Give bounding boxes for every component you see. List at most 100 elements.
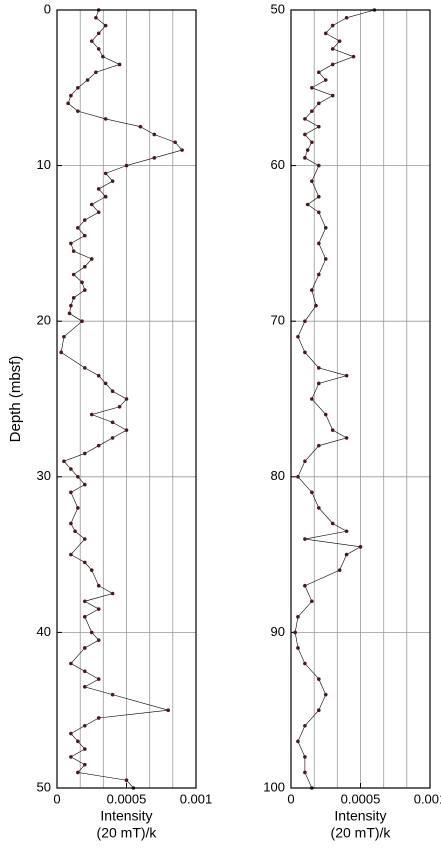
data-point [71,249,76,253]
data-point [71,272,76,277]
data-point [69,755,73,759]
data-point [83,560,87,565]
data-point [83,537,87,541]
data-point [317,366,321,370]
data-point [303,755,307,759]
data-point [83,747,87,751]
data-point [317,708,321,712]
data-point [110,692,115,697]
data-point [96,583,101,588]
data-point [89,630,94,635]
data-point [296,334,300,339]
data-point [103,171,108,176]
data-point [94,70,98,75]
data-point [76,506,80,510]
data-point [296,739,300,744]
y-tick-label: 30 [37,468,51,483]
data-line [60,9,183,789]
y-tick-label: 0 [44,1,51,16]
data-point [76,739,80,744]
plot-frame [56,9,197,789]
data-line [294,9,375,789]
data-point [124,778,129,783]
data-point [89,568,94,572]
data-point [76,770,80,775]
data-point [310,179,314,183]
y-tick-label: 50 [271,1,285,16]
data-point [124,163,129,168]
data-point [110,420,115,425]
data-point [296,475,300,479]
data-point [323,257,328,261]
data-point [67,311,72,316]
data-point [317,241,321,246]
x-tick-label: 0.001 [414,791,441,806]
data-point [344,436,349,440]
data-point [71,296,76,300]
data-point [152,156,157,160]
data-point [76,475,80,479]
data-point [110,389,115,394]
data-point [62,459,66,464]
data-point [83,723,87,728]
data-point [96,47,101,51]
data-point [317,506,321,510]
data-point [80,280,84,285]
data-point [69,731,73,736]
data-point [317,272,321,277]
data-point [117,62,122,67]
data-point [323,78,328,82]
data-point [76,86,80,90]
data-point [330,47,335,51]
data-point [330,62,335,67]
y-tick-label: 80 [271,468,285,483]
data-point [303,350,307,355]
data-point [303,583,307,588]
data-point [83,762,87,767]
data-point [317,124,321,129]
data-point [293,630,297,635]
data-point [69,661,73,666]
data-point [83,482,87,487]
data-point [83,599,87,604]
y-tick-label: 100 [263,779,285,794]
data-point [89,39,94,43]
data-point [83,669,87,674]
data-point [323,226,328,230]
data-point [303,537,307,541]
data-point [103,23,108,28]
data-point [73,529,77,534]
data-point [76,109,80,113]
x-tick-label: 0.001 [180,791,213,806]
y-tick-label: 90 [271,624,285,639]
data-point [303,156,307,160]
data-point [303,319,307,324]
data-point [303,132,307,137]
data-point [96,31,101,36]
data-point [330,23,335,28]
x-axis-label: (20 mT)/k [97,825,158,841]
data-point [138,124,143,129]
data-point [323,31,328,36]
data-point [344,15,349,20]
data-point [96,187,101,191]
x-tick-label: 0.0005 [341,791,381,806]
data-point [310,599,314,604]
x-axis-label: Intensity [100,808,152,824]
data-point [317,210,321,215]
data-point [96,677,101,681]
x-tick-label: 0 [53,791,60,806]
data-point [330,428,335,432]
data-point [166,708,170,712]
data-point [305,148,310,152]
data-point [303,723,307,728]
data-point [344,552,349,557]
data-point [89,202,94,207]
data-point [85,78,90,82]
data-point [101,54,105,59]
data-point [83,264,87,269]
data-point [351,54,356,59]
data-point [110,436,115,440]
data-point [83,615,87,619]
